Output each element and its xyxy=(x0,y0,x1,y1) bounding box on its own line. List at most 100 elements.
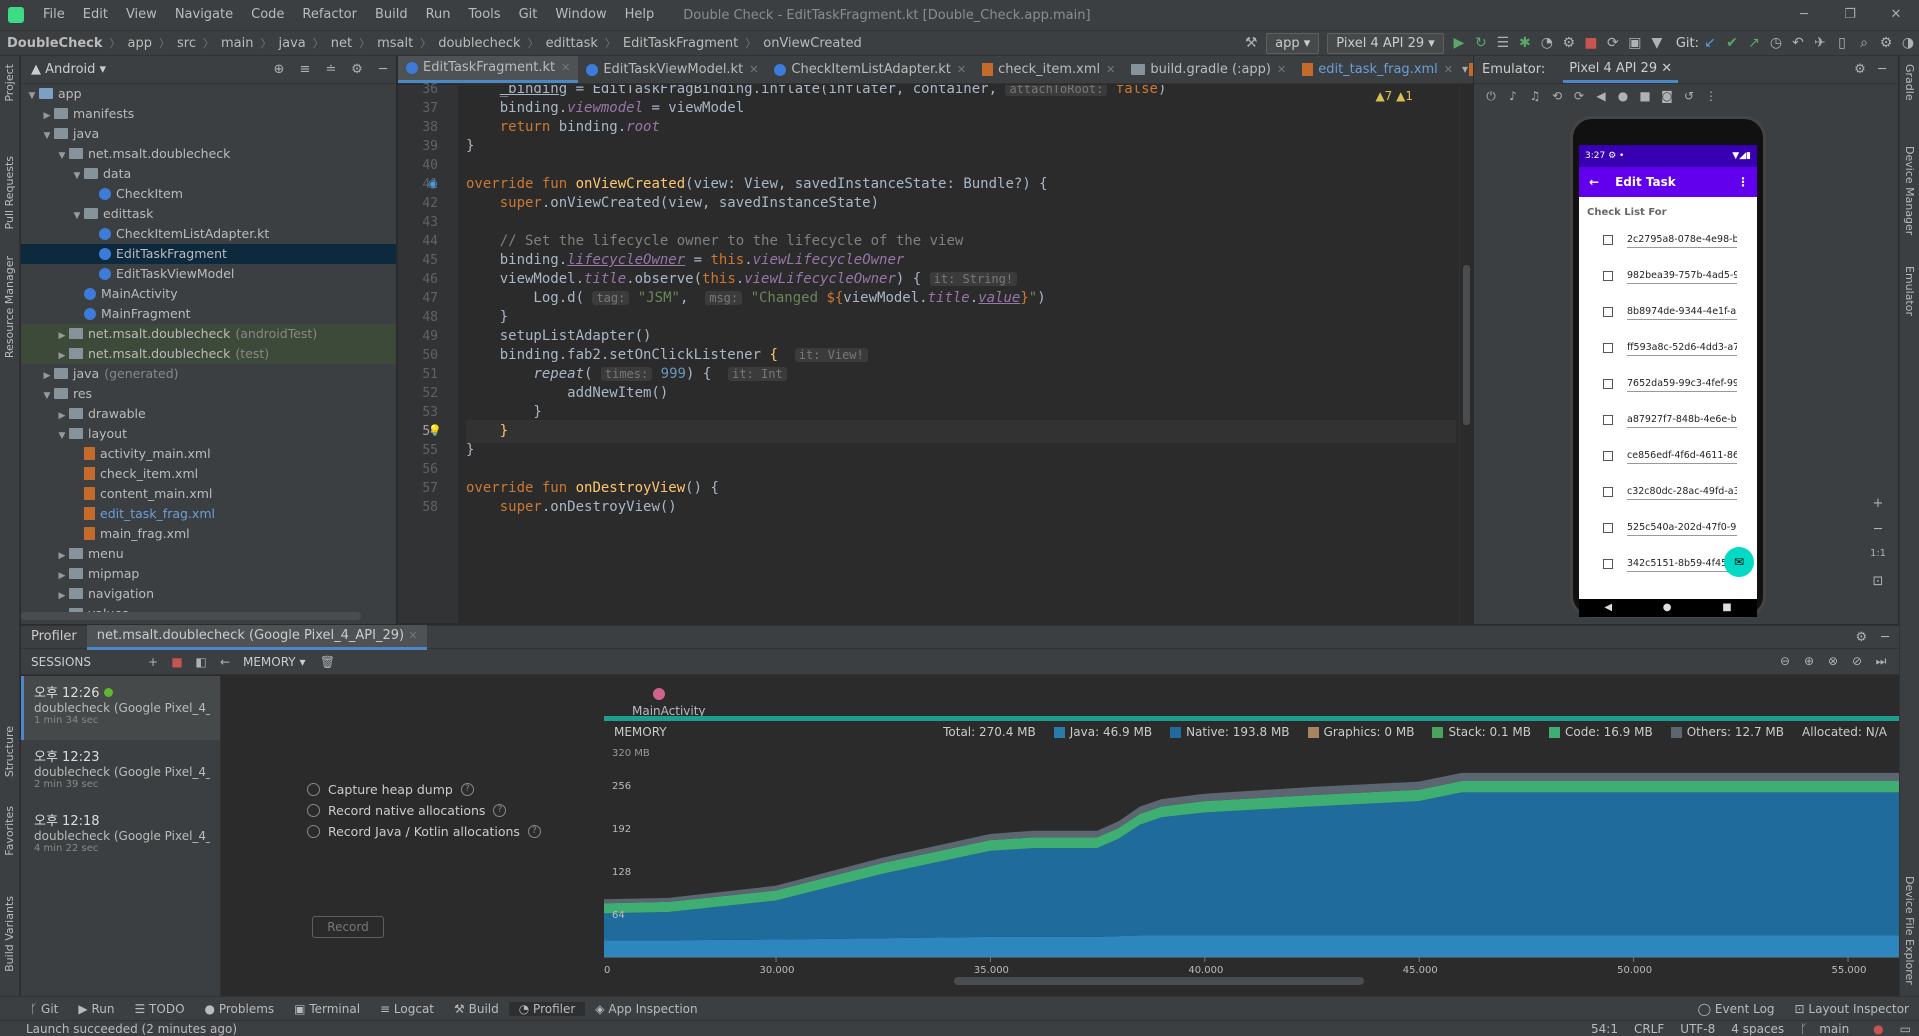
close-tab-icon[interactable]: ✕ xyxy=(1106,62,1116,76)
checkbox[interactable] xyxy=(1603,559,1613,569)
code-line[interactable]: addNewItem() xyxy=(466,385,669,401)
project-tree-item[interactable]: check_item.xml xyxy=(21,464,396,484)
project-tree-item[interactable]: ▶ navigation xyxy=(21,584,396,604)
menu-run[interactable]: Run xyxy=(425,7,451,22)
nav-home-icon[interactable]: ● xyxy=(1662,602,1672,613)
editor-scrollbar[interactable] xyxy=(1459,85,1473,623)
volume-down-icon[interactable]: ♫ xyxy=(1529,89,1541,103)
project-tree-item[interactable]: ▶ net.msalt.doublecheck (androidTest) xyxy=(21,324,396,344)
git-commit-icon[interactable]: ✔ xyxy=(1726,35,1738,51)
tool-todo[interactable]: ☰ TODO xyxy=(134,1001,185,1016)
project-tree-item[interactable]: EditTaskViewModel xyxy=(21,264,396,284)
editor-tab[interactable]: EditTaskViewModel.kt ✕ xyxy=(578,56,766,83)
memory-timeline[interactable]: MainActivity MEMORY Total: 270.4 MB Java… xyxy=(604,676,1899,997)
hammer-icon[interactable]: ⚒ xyxy=(1244,35,1258,51)
code-line[interactable]: } xyxy=(466,420,1456,443)
collapse-sessions-icon[interactable]: ◧ xyxy=(195,654,207,669)
project-tree-item[interactable]: ▼ net.msalt.doublecheck xyxy=(21,144,396,164)
volume-up-icon[interactable]: ♪ xyxy=(1509,89,1517,103)
project-tree-item[interactable]: ▶ net.msalt.doublecheck (test) xyxy=(21,344,396,364)
code-line[interactable]: repeat( times: 999) { it: Int xyxy=(466,363,787,386)
emulator-device-tab[interactable]: Pixel 4 API 29 ✕ xyxy=(1563,57,1679,83)
check-item-text-field[interactable]: 342c5151-8b59-4f45-ab31-0db5 xyxy=(1627,557,1737,572)
zoom-fit-icon[interactable]: ⊡ xyxy=(1872,574,1884,589)
project-tree-item[interactable]: ▶ drawable xyxy=(21,404,396,424)
account-icon[interactable]: ◑ xyxy=(1901,35,1915,51)
check-item-text-field[interactable]: 982bea39-757b-4ad5-9371-a07e xyxy=(1627,269,1737,284)
rotate-left-icon[interactable]: ⟲ xyxy=(1551,89,1563,103)
device-file-explorer-tool-tab[interactable]: Device File Explorer xyxy=(1903,876,1916,985)
profiler-hide-icon[interactable]: ─ xyxy=(1881,629,1889,645)
menu-file[interactable]: File xyxy=(43,7,65,22)
project-tree-item[interactable]: CheckItemListAdapter.kt xyxy=(21,224,396,244)
resource-manager-tool-tab[interactable]: Resource Manager xyxy=(3,256,16,359)
lightbulb-icon[interactable]: 💡 xyxy=(428,424,442,437)
git-history-icon[interactable]: ◷ xyxy=(1769,35,1783,51)
emulator-settings-icon[interactable]: ⚙ ─ xyxy=(1854,62,1886,77)
device-mirror-icon[interactable]: ✈ xyxy=(1814,35,1826,51)
line-separator[interactable]: CRLF xyxy=(1633,1021,1665,1036)
record-button[interactable]: Record xyxy=(312,916,384,938)
event-marker[interactable] xyxy=(653,688,665,700)
profiler-tab[interactable]: Profiler xyxy=(31,629,77,644)
git-update-icon[interactable]: ↙ xyxy=(1704,35,1716,51)
back-arrow-icon[interactable]: ← xyxy=(219,654,231,669)
profiler-process-tab[interactable]: net.msalt.doublecheck (Google Pixel_4_AP… xyxy=(86,624,428,650)
project-tool-tab[interactable]: Project xyxy=(3,64,16,102)
checkbox[interactable] xyxy=(1603,271,1613,281)
avd-manager-icon[interactable]: ▣ xyxy=(1628,35,1642,51)
breadcrumb-item[interactable]: src xyxy=(177,35,196,51)
checkbox[interactable] xyxy=(1603,487,1613,497)
project-scrollbar[interactable] xyxy=(21,612,361,620)
chevron-right-icon[interactable]: ▶ xyxy=(58,411,66,421)
menu-help[interactable]: Help xyxy=(624,7,655,22)
check-item-text-field[interactable]: 8b8974de-9344-4e1f-ab22-997c xyxy=(1627,305,1737,320)
project-tree-item[interactable]: ▶ menu xyxy=(21,544,396,564)
tool-run[interactable]: ▶ Run xyxy=(78,1001,115,1016)
layout-inspector-button[interactable]: ⊡ Layout Inspector xyxy=(1794,1001,1909,1016)
code-editor[interactable]: _binding = EditTaskFragBinding.inflate(i… xyxy=(458,85,1473,623)
chevron-right-icon[interactable]: ▶ xyxy=(58,591,66,601)
project-tree-item[interactable]: edit_task_frag.xml xyxy=(21,504,396,524)
collapse-all-icon[interactable]: ≐ xyxy=(325,62,337,77)
code-line[interactable]: Log.d( tag: "JSM", msg: "Changed ${viewM… xyxy=(466,290,1046,306)
code-line[interactable]: binding.viewmodel = viewModel xyxy=(466,100,745,116)
editor-tab[interactable]: main_frag.xml✕ xyxy=(1461,56,1473,83)
emulator-tool-tab[interactable]: Emulator xyxy=(1903,266,1916,316)
zoom-in-icon[interactable]: + xyxy=(1872,496,1884,511)
breadcrumb-item[interactable]: app xyxy=(127,35,153,51)
restore-icon[interactable]: ❐ xyxy=(1844,7,1856,22)
code-line[interactable]: super.onDestroyView() xyxy=(499,499,677,515)
zoom-actual-size[interactable]: 1:1 xyxy=(1869,548,1887,559)
zoom-out-icon[interactable]: ⊖ xyxy=(1779,654,1791,668)
checkbox[interactable] xyxy=(1603,343,1613,353)
run-icon[interactable]: ▶ xyxy=(1453,35,1465,51)
more-icon[interactable]: ⋮ xyxy=(1705,89,1717,103)
legend-item[interactable]: Graphics: 0 MB xyxy=(1307,725,1414,739)
chevron-down-icon[interactable]: ▼ xyxy=(43,131,51,141)
checkbox[interactable] xyxy=(1603,307,1613,317)
project-tree-item[interactable]: ▶ manifests xyxy=(21,104,396,124)
phone-screen[interactable]: 3:27 ⚙ • ▼◢▮ ← Edit Task Fragment ⋮ Check… xyxy=(1579,145,1757,599)
breadcrumb-item[interactable]: net xyxy=(330,35,353,51)
favorites-tool-tab[interactable]: Favorites xyxy=(3,806,16,856)
power-icon[interactable]: ⏻ xyxy=(1486,88,1496,103)
breadcrumb-item[interactable]: edittask xyxy=(545,35,598,51)
chevron-down-icon[interactable]: ▼ xyxy=(43,391,51,401)
menu-tools[interactable]: Tools xyxy=(468,7,501,22)
menu-build[interactable]: Build xyxy=(374,7,408,22)
git-rollback-icon[interactable]: ↶ xyxy=(1792,35,1804,51)
chevron-right-icon[interactable]: ▶ xyxy=(58,571,66,581)
checkbox[interactable] xyxy=(1603,451,1613,461)
project-tree-item[interactable]: MainActivity xyxy=(21,284,396,304)
check-item-text-field[interactable]: c32c80dc-28ac-49fd-a309-4cfcl xyxy=(1627,485,1737,500)
structure-tool-tab[interactable]: Structure xyxy=(3,726,16,778)
nav-recents-icon[interactable]: ■ xyxy=(1722,602,1732,613)
project-tree-item[interactable]: main_frag.xml xyxy=(21,524,396,544)
settings-icon[interactable]: ⚙ xyxy=(1879,35,1893,51)
timeline-scrollbar[interactable] xyxy=(954,977,1364,985)
project-tree-item[interactable]: ▼ layout xyxy=(21,424,396,444)
project-tree-item[interactable]: content_main.xml xyxy=(21,484,396,504)
